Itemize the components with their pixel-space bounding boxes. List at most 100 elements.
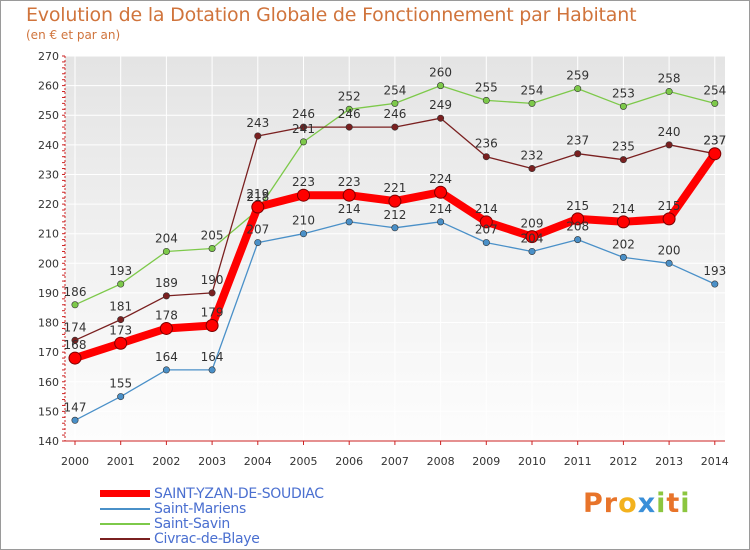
data-label-saint-savin: 204 <box>155 231 178 245</box>
y-tick-label: 160 <box>38 376 59 389</box>
x-tick-label: 2004 <box>244 455 272 468</box>
data-label-saint-savin: 254 <box>521 83 544 97</box>
y-tick-label: 200 <box>38 257 59 270</box>
data-point-saint-mariens <box>437 218 445 226</box>
logo-letter: o <box>618 488 638 519</box>
data-point-saint-mariens <box>391 224 399 232</box>
data-point-saint-savin <box>528 99 536 107</box>
data-label-saint-yzan-de-soudiac: 223 <box>338 175 361 189</box>
data-point-saint-savin <box>162 247 170 255</box>
data-point-saint-mariens <box>254 239 262 247</box>
logo-letter: i <box>656 488 667 519</box>
x-tick-label: 2011 <box>564 455 592 468</box>
y-tick-label: 210 <box>38 228 59 241</box>
legend-item-saint-yzan-de-soudiac: SAINT-YZAN-DE-SOUDIAC <box>100 485 324 502</box>
data-point-saint-yzan-de-soudiac <box>251 200 265 214</box>
data-label-saint-mariens: 210 <box>292 214 315 228</box>
data-point-saint-savin <box>482 96 490 104</box>
data-point-saint-mariens <box>574 236 582 244</box>
data-point-saint-savin <box>345 105 353 113</box>
data-label-saint-savin: 258 <box>658 72 681 86</box>
data-point-saint-mariens <box>482 239 490 247</box>
x-tick-label: 2012 <box>609 455 637 468</box>
y-tick-label: 230 <box>38 168 59 181</box>
legend-item-saint-mariens: Saint-Mariens <box>100 501 324 517</box>
data-point-saint-savin <box>711 99 719 107</box>
data-point-saint-mariens <box>619 253 627 261</box>
y-tick-label: 260 <box>38 80 59 93</box>
data-point-civrac-de-blaye <box>437 114 445 122</box>
data-label-civrac-de-blaye: 189 <box>155 276 178 290</box>
data-label-saint-mariens: 193 <box>703 264 726 278</box>
y-tick-label: 170 <box>38 346 59 359</box>
data-point-saint-mariens <box>117 393 125 401</box>
data-point-saint-yzan-de-soudiac <box>388 194 402 208</box>
x-tick-label: 2001 <box>107 455 135 468</box>
legend: SAINT-YZAN-DE-SOUDIAC Saint-Mariens Sain… <box>100 485 324 547</box>
data-point-saint-mariens <box>711 280 719 288</box>
data-point-saint-savin <box>574 85 582 93</box>
y-tick-label: 150 <box>38 405 59 418</box>
logo-letter: r <box>603 488 619 519</box>
x-tick-label: 2006 <box>335 455 363 468</box>
data-point-saint-yzan-de-soudiac <box>616 215 630 229</box>
data-point-saint-mariens <box>162 366 170 374</box>
data-label-saint-savin: 254 <box>383 83 406 97</box>
data-point-saint-yzan-de-soudiac <box>434 185 448 199</box>
data-label-civrac-de-blaye: 235 <box>612 140 635 154</box>
data-label-civrac-de-blaye: 246 <box>292 107 315 121</box>
x-tick-label: 2000 <box>61 455 89 468</box>
data-point-civrac-de-blaye <box>619 156 627 164</box>
data-label-saint-yzan-de-soudiac: 219 <box>246 187 269 201</box>
data-label-saint-yzan-de-soudiac: 214 <box>612 202 635 216</box>
x-tick-label: 2003 <box>198 455 226 468</box>
legend-label: SAINT-YZAN-DE-SOUDIAC <box>154 485 324 502</box>
data-point-saint-savin <box>208 245 216 253</box>
logo-letter: P <box>583 488 604 519</box>
data-point-civrac-de-blaye <box>117 316 125 324</box>
data-label-saint-savin: 241 <box>292 122 315 136</box>
data-point-saint-mariens <box>299 230 307 238</box>
data-label-saint-mariens: 202 <box>612 237 635 251</box>
data-point-saint-yzan-de-soudiac <box>297 188 310 202</box>
y-tick-label: 140 <box>38 435 59 448</box>
data-point-civrac-de-blaye <box>482 153 490 161</box>
data-point-saint-yzan-de-soudiac <box>525 230 539 244</box>
data-point-civrac-de-blaye <box>665 141 673 149</box>
data-label-civrac-de-blaye: 174 <box>64 320 87 334</box>
data-point-civrac-de-blaye <box>71 336 79 344</box>
x-tick-label: 2014 <box>701 455 729 468</box>
legend-label: Civrac-de-Blaye <box>154 530 260 547</box>
data-label-saint-mariens: 164 <box>201 350 224 364</box>
data-point-civrac-de-blaye <box>528 165 536 173</box>
data-label-civrac-de-blaye: 237 <box>703 134 726 148</box>
data-point-civrac-de-blaye <box>299 123 307 131</box>
data-point-civrac-de-blaye <box>208 289 216 297</box>
data-point-saint-yzan-de-soudiac <box>68 351 82 365</box>
logo-letter: t <box>666 488 681 519</box>
data-point-saint-savin <box>437 82 445 90</box>
data-point-saint-yzan-de-soudiac <box>159 321 173 335</box>
data-label-saint-savin: 252 <box>338 89 361 103</box>
logo-letter: x <box>637 488 657 519</box>
data-label-saint-mariens: 204 <box>521 231 544 245</box>
data-label-saint-yzan-de-soudiac: 215 <box>566 199 589 213</box>
legend-swatch <box>100 507 150 510</box>
data-label-saint-mariens: 155 <box>109 377 132 391</box>
data-point-saint-mariens <box>71 416 79 424</box>
data-label-civrac-de-blaye: 246 <box>383 107 406 121</box>
data-point-civrac-de-blaye <box>345 123 353 131</box>
legend-swatch <box>100 490 150 497</box>
x-tick-label: 2002 <box>152 455 180 468</box>
data-label-saint-mariens: 164 <box>155 350 178 364</box>
proxiti-logo: Proxiti <box>583 488 691 519</box>
data-point-saint-savin <box>71 301 79 309</box>
data-point-saint-savin <box>619 102 627 110</box>
data-label-civrac-de-blaye: 246 <box>338 107 361 121</box>
data-label-saint-mariens: 200 <box>658 243 681 257</box>
data-point-saint-yzan-de-soudiac <box>708 147 722 161</box>
data-label-saint-mariens: 212 <box>383 208 406 222</box>
x-tick-label: 2009 <box>472 455 500 468</box>
data-label-civrac-de-blaye: 190 <box>201 273 224 287</box>
